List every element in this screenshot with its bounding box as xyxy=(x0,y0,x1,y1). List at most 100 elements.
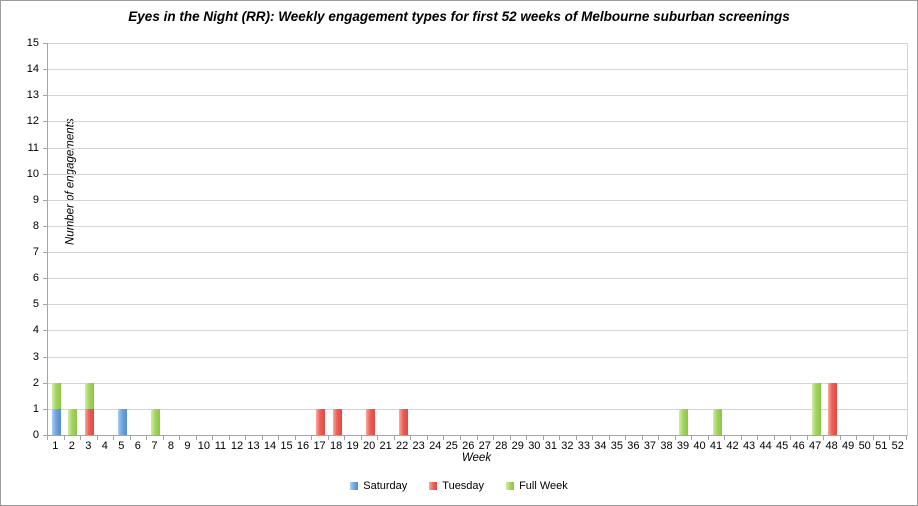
x-tick-label: 29 xyxy=(511,440,524,452)
x-tick-mark xyxy=(360,436,362,440)
y-tick-label: 5 xyxy=(32,298,39,311)
x-tick-mark xyxy=(179,436,181,440)
bar-segment-tuesday xyxy=(84,408,94,435)
x-tick-mark xyxy=(658,436,660,440)
legend-swatch-icon xyxy=(506,482,515,490)
y-tick-mark xyxy=(43,225,47,227)
x-tick-mark xyxy=(856,436,858,440)
y-tick-mark xyxy=(43,408,47,410)
x-tick-mark xyxy=(724,436,726,440)
x-tick-label: 4 xyxy=(101,440,108,452)
y-tick-label: 2 xyxy=(32,376,39,389)
x-tick-label: 45 xyxy=(775,440,789,452)
x-tick-mark xyxy=(113,436,115,440)
x-tick-mark xyxy=(575,436,577,440)
y-tick-label: 11 xyxy=(27,141,39,154)
x-tick-label: 51 xyxy=(875,440,888,452)
x-tick-label: 20 xyxy=(363,440,376,452)
x-tick-label: 44 xyxy=(759,440,772,452)
y-tick-mark xyxy=(43,304,47,306)
legend-item-saturday: Saturday xyxy=(350,480,407,492)
x-tick-mark xyxy=(80,436,82,440)
gridline xyxy=(48,69,907,71)
y-tick-mark xyxy=(43,69,47,71)
x-tick-label: 48 xyxy=(825,440,838,452)
bar-segment-full-week xyxy=(150,408,160,435)
gridline xyxy=(48,225,907,227)
legend-item-tuesday: Tuesday xyxy=(429,480,484,492)
y-tick-mark xyxy=(43,95,47,97)
bar-segment-full-week xyxy=(811,382,821,435)
legend-swatch-icon xyxy=(350,482,359,490)
x-tick-mark xyxy=(459,436,461,440)
x-tick-label: 30 xyxy=(528,440,541,452)
bar-segment-tuesday xyxy=(316,408,326,435)
x-tick-label: 23 xyxy=(412,440,425,452)
gridline xyxy=(48,95,907,97)
x-tick-mark xyxy=(906,436,907,440)
bar-segment-tuesday xyxy=(332,408,342,435)
y-tick-label: 3 xyxy=(32,350,39,363)
x-tick-label: 15 xyxy=(280,440,293,452)
bar-segment-full-week xyxy=(84,382,94,409)
gridline xyxy=(48,43,907,44)
bar-segment-tuesday xyxy=(828,382,838,435)
bar-segment-full-week xyxy=(51,382,61,409)
y-tick-label: 13 xyxy=(26,89,39,102)
x-tick-label: 25 xyxy=(445,440,458,452)
x-tick-label: 46 xyxy=(792,440,805,452)
x-axis-title: Week xyxy=(461,452,492,464)
x-tick-mark xyxy=(608,436,610,440)
x-tick-mark xyxy=(757,436,759,440)
y-tick-mark xyxy=(43,147,47,149)
y-tick-label: 8 xyxy=(32,219,39,232)
x-tick-mark xyxy=(294,436,296,440)
x-tick-mark xyxy=(625,436,627,440)
x-tick-mark xyxy=(839,436,841,440)
x-tick-mark xyxy=(691,436,693,440)
gridline xyxy=(48,330,907,332)
bar-segment-full-week xyxy=(679,408,689,435)
x-tick-mark xyxy=(245,436,247,440)
x-tick-label: 1 xyxy=(52,440,59,452)
bar-segment-tuesday xyxy=(365,408,375,435)
x-tick-label: 35 xyxy=(610,440,624,452)
y-tick-mark xyxy=(43,199,47,201)
y-tick-mark xyxy=(43,356,47,358)
x-tick-label: 22 xyxy=(396,440,409,452)
x-tick-mark xyxy=(377,436,379,440)
y-tick-mark xyxy=(43,382,47,384)
x-tick-mark xyxy=(311,436,313,440)
x-tick-label: 16 xyxy=(296,440,310,452)
x-tick-mark xyxy=(195,436,197,440)
bar-segment-saturday xyxy=(51,408,61,435)
x-tick-label: 49 xyxy=(842,440,855,452)
y-tick-label: 1 xyxy=(32,402,39,415)
x-tick-label: 18 xyxy=(329,440,343,452)
legend-label: Tuesday xyxy=(442,480,485,492)
y-tick-mark xyxy=(43,252,47,254)
x-tick-label: 17 xyxy=(313,440,326,452)
x-tick-label: 31 xyxy=(544,440,557,452)
x-tick-label: 14 xyxy=(263,440,277,452)
y-tick-mark xyxy=(43,435,47,436)
x-tick-mark xyxy=(393,436,395,440)
gridline xyxy=(48,382,907,384)
y-tick-mark xyxy=(43,121,47,123)
x-tick-label: 50 xyxy=(858,440,871,452)
x-tick-label: 28 xyxy=(495,440,508,452)
x-tick-label: 10 xyxy=(197,440,211,452)
gridline xyxy=(48,304,907,306)
x-tick-label: 27 xyxy=(478,440,491,452)
x-tick-mark xyxy=(327,436,329,440)
x-tick-mark xyxy=(542,436,544,440)
gridline xyxy=(48,147,907,149)
legend-item-full-week: Full Week xyxy=(506,480,568,492)
x-tick-label: 34 xyxy=(594,440,607,452)
x-tick-label: 47 xyxy=(809,440,822,452)
gridline xyxy=(48,252,907,254)
x-tick-label: 19 xyxy=(346,440,359,452)
x-tick-label: 38 xyxy=(660,440,673,452)
y-tick-label: 10 xyxy=(26,167,39,180)
x-tick-mark xyxy=(674,436,676,440)
